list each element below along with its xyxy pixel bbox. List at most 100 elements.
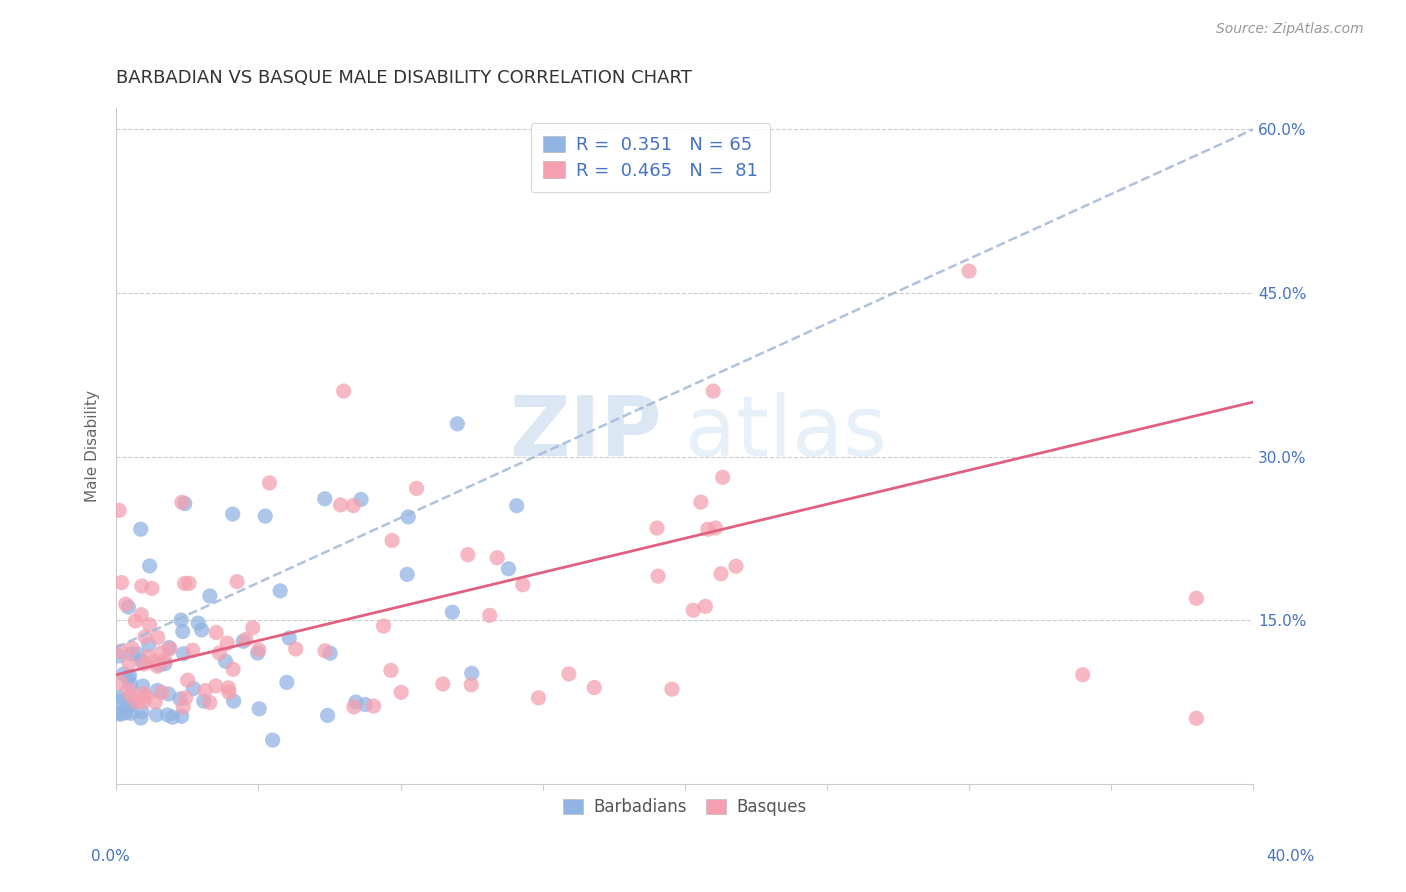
Point	[319, 646, 342, 660]
Point	[381, 533, 404, 548]
Y-axis label: Male Disability: Male Disability	[86, 390, 100, 501]
Point	[226, 574, 249, 589]
Point	[1185, 591, 1208, 606]
Point	[396, 567, 419, 582]
Point	[247, 643, 270, 657]
Point	[259, 475, 281, 490]
Point	[114, 597, 136, 611]
Point	[702, 384, 724, 398]
Point	[645, 521, 668, 535]
Point	[354, 698, 377, 712]
Point	[169, 692, 191, 706]
Point	[1185, 711, 1208, 725]
Point	[108, 690, 131, 704]
Point	[143, 695, 166, 709]
Point	[217, 636, 239, 650]
Point	[129, 607, 152, 622]
Point	[373, 619, 395, 633]
Point	[363, 699, 385, 714]
Point	[389, 685, 412, 699]
Point	[316, 708, 339, 723]
Point	[117, 600, 139, 615]
Point	[486, 550, 509, 565]
Point	[380, 664, 402, 678]
Point	[284, 642, 307, 657]
Point	[170, 709, 193, 723]
Point	[724, 559, 747, 574]
Point	[217, 681, 239, 695]
Point	[344, 695, 367, 709]
Point	[108, 648, 131, 663]
Point	[131, 654, 153, 668]
Point	[145, 707, 167, 722]
Point	[132, 694, 155, 708]
Point	[173, 576, 195, 591]
Point	[120, 689, 142, 703]
Point	[332, 384, 354, 398]
Point	[711, 470, 734, 484]
Point	[156, 708, 179, 723]
Point	[157, 640, 180, 655]
Point	[704, 521, 727, 535]
Point	[173, 647, 195, 661]
Point	[118, 657, 141, 671]
Legend: Barbadians, Basques: Barbadians, Basques	[557, 791, 813, 822]
Point	[181, 643, 204, 657]
Point	[314, 491, 336, 506]
Point	[432, 677, 454, 691]
Text: atlas: atlas	[685, 392, 887, 473]
Point	[138, 638, 160, 652]
Point	[314, 644, 336, 658]
Point	[108, 503, 131, 517]
Point	[350, 492, 373, 507]
Point	[146, 683, 169, 698]
Point	[193, 694, 215, 708]
Point	[159, 641, 181, 656]
Point	[498, 562, 520, 576]
Point	[696, 522, 718, 536]
Point	[446, 417, 468, 431]
Point	[242, 621, 264, 635]
Point	[170, 613, 193, 627]
Point	[132, 687, 155, 701]
Point	[262, 733, 284, 747]
Point	[695, 599, 717, 614]
Point	[396, 509, 419, 524]
Point	[153, 653, 176, 667]
Point	[457, 548, 479, 562]
Point	[254, 509, 277, 524]
Point	[527, 690, 550, 705]
Point	[170, 495, 193, 509]
Point	[183, 681, 205, 696]
Point	[141, 582, 163, 596]
Point	[689, 495, 711, 509]
Point	[661, 682, 683, 697]
Point	[647, 569, 669, 583]
Point	[1071, 667, 1094, 681]
Point	[134, 630, 156, 644]
Point	[120, 697, 142, 711]
Point	[124, 614, 146, 628]
Point	[122, 692, 145, 706]
Point	[172, 700, 194, 714]
Point	[247, 702, 270, 716]
Point	[138, 618, 160, 632]
Point	[138, 649, 160, 664]
Point	[146, 659, 169, 673]
Point	[460, 678, 482, 692]
Point	[190, 623, 212, 637]
Point	[117, 672, 139, 686]
Point	[127, 647, 149, 661]
Point	[117, 682, 139, 697]
Point	[173, 497, 195, 511]
Point	[176, 673, 198, 688]
Point	[108, 644, 131, 658]
Point	[441, 605, 464, 619]
Point	[278, 631, 301, 645]
Point	[232, 634, 254, 648]
Text: 0.0%: 0.0%	[91, 849, 131, 864]
Point	[150, 646, 173, 660]
Point	[214, 654, 236, 668]
Point	[146, 631, 169, 645]
Point	[135, 690, 157, 704]
